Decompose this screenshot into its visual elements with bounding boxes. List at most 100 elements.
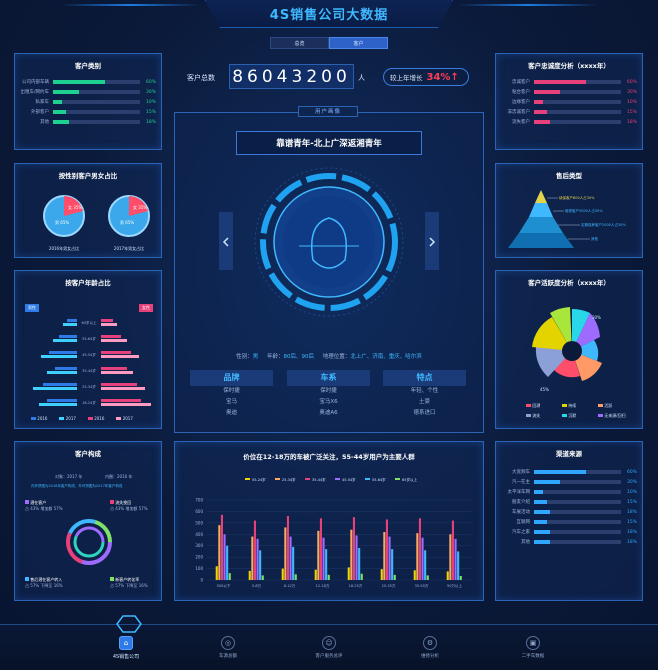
feature-column: 特点 年轻、个性 土豪 德系进口 (383, 370, 466, 419)
bar-fill (53, 100, 62, 104)
bar-row: 流失客户 18% (496, 117, 642, 127)
pyramid-bar (101, 319, 113, 322)
bar-fill (534, 80, 587, 84)
age-legend: 2016 2017 2016 2017 (31, 416, 133, 421)
bar-label: 汽一在主 (512, 480, 530, 485)
bar-label: 其他 (521, 540, 530, 545)
bar-track (534, 110, 621, 114)
legend-item: 2017 (59, 416, 76, 421)
legend-item: 回溯 (526, 403, 562, 409)
bar (284, 527, 287, 580)
pyramid-bar (101, 383, 137, 386)
nav-used-car[interactable]: ▣ 二手车数据 (503, 636, 563, 659)
car-icon: ▣ (526, 636, 540, 650)
pyramid-bar (47, 371, 77, 374)
bar (426, 575, 429, 580)
x-tick: 50万以上 (447, 583, 462, 588)
tab-overview[interactable]: 总览 (270, 37, 329, 49)
growth-value: 34%↑ (426, 71, 459, 83)
bar-track (534, 90, 621, 94)
wrench-icon: ⚙ (423, 636, 437, 650)
bar-value: 60% (627, 79, 638, 85)
bar-track (534, 100, 621, 104)
bar-label: 粘合客户 (512, 90, 530, 95)
y-tick: 100 (195, 566, 203, 571)
customer-total: 86043200 (229, 64, 354, 89)
bar (226, 545, 229, 580)
gender-male-label: 男 65% (55, 220, 69, 225)
age-row-label: 55-64岁 (82, 336, 96, 341)
bar-chart: 55-24岁 25-34岁 35-44岁 45-54岁 55-64岁 65岁以上 700 60… (195, 477, 471, 588)
bar (223, 534, 226, 580)
male-tag: 男性 (25, 304, 39, 312)
bar-row: 外部客户 15% (15, 107, 161, 117)
bar-label: 流失客户 (512, 120, 530, 125)
bar (289, 536, 292, 580)
gender-pies: 女 35% 男 65% 2016年男女占比 女 35% 男 65% 2017年男… (43, 195, 150, 251)
bar (352, 517, 355, 580)
bar (259, 550, 262, 580)
kpi-unit: 人 (358, 74, 365, 82)
bar (322, 537, 325, 580)
bar-track (53, 100, 140, 104)
bar-row: 汽一在主 30% (496, 477, 642, 487)
bar-value: 10% (627, 99, 638, 105)
chevron-right-icon (429, 237, 436, 247)
bar-label: 私家车 (35, 100, 50, 105)
bar-row: 粘合客户 30% (496, 87, 642, 97)
legend-swatch (245, 478, 250, 480)
bar-track (534, 500, 621, 504)
gender-pie-2016: 女 35% 男 65% 2016年男女占比 (43, 195, 85, 251)
nav-customer-service[interactable]: ☺ 客户服务总评 (299, 636, 359, 659)
chart-icon: ◎ (221, 636, 235, 650)
gender-pie-2017: 女 35% 男 65% 2017年男女占比 (108, 195, 150, 251)
pyramid-bar (101, 367, 127, 370)
bar-row: 出租车/网约车 30% (15, 87, 161, 97)
tab-customer[interactable]: 客户 (329, 37, 388, 49)
composition-item: 潜在客户 占 43% 增加额 57% (25, 500, 63, 511)
nav-car-sales[interactable]: ◎ 车源总额 (198, 636, 258, 659)
bar (380, 569, 383, 580)
gender-female-label: 女 35% (133, 204, 147, 210)
prev-button[interactable] (219, 224, 233, 282)
y-tick: 600 (195, 509, 203, 514)
series-column: 车系 保时捷 宝马X6 奥迪A6 (287, 370, 370, 419)
chevron-left-icon (222, 237, 229, 247)
pyramid-bar (101, 403, 151, 406)
pyramid-bar (101, 355, 139, 358)
next-button[interactable] (425, 224, 439, 282)
panel-title: 客户构成 (75, 450, 101, 458)
nav-repair[interactable]: ⚙ 维修分析 (400, 636, 460, 659)
legend-swatch (305, 478, 310, 480)
bar (347, 567, 350, 580)
price-chart-panel: 价位在12-18万的车被广泛关注，55-44岁用户为主要人群 55-24岁 25-… (174, 441, 484, 601)
bar (220, 514, 223, 580)
pyramid-bar (55, 367, 77, 370)
channels-list: 大宽频车 60% 汽一在主 30% 太平洋车网 10% 朋友介绍 15% 车展活动 18% 互联网 1… (496, 467, 642, 547)
bar-fill (534, 500, 548, 504)
bar-label: 忠诚客户 (512, 80, 530, 85)
legend-item: 流失 (526, 413, 562, 419)
pyramid-bar (41, 355, 77, 358)
bar-value: 30% (627, 89, 638, 95)
active-indicator-icon (116, 615, 142, 633)
nav-home[interactable]: ⌂ 4S销售公司 (96, 636, 156, 660)
x-tick: 25-35万 (382, 584, 396, 588)
y-tick: 700 (195, 498, 203, 503)
legend-item: 2016 (87, 416, 104, 421)
y-tick: 200 (195, 555, 203, 560)
pyramid-bar (47, 399, 77, 402)
panel-title: 售后类型 (556, 172, 582, 180)
bar-fill (534, 510, 550, 514)
carousel-dots[interactable] (313, 336, 349, 342)
bar (253, 520, 256, 580)
bar-value: 30% (627, 479, 638, 485)
bar (385, 519, 388, 580)
sales-pyramid: 续保客户800人占30% 维修客户3000人占30% 定期保养客户2000人占3… (508, 190, 626, 248)
bar-value: 15% (146, 109, 157, 115)
bar-label: 公司内部车辆 (22, 80, 49, 85)
composition-note: 内环饼图为2016年客户构成，外环饼图为2017年客户构成 (31, 484, 123, 488)
bar-track (534, 530, 621, 534)
bar-track (534, 120, 621, 124)
bar (251, 536, 254, 580)
